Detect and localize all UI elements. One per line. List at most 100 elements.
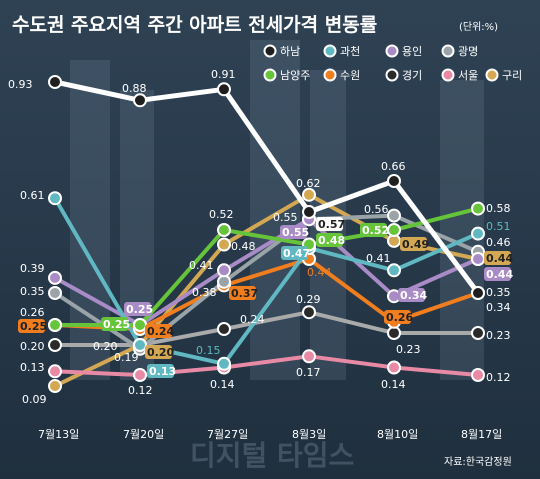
point-yongin-5 (471, 252, 485, 266)
x-tick-label: 8월17일 (461, 427, 502, 441)
data-label: 0.48 (318, 234, 345, 247)
data-label-box (101, 317, 128, 331)
data-label: 0.25 (126, 303, 153, 316)
data-label: 0.37 (231, 287, 258, 300)
data-label: 0.58 (486, 202, 511, 215)
data-label: 0.25 (103, 318, 130, 331)
data-label-box (124, 302, 151, 316)
legend-label-seoul: 서울 (458, 69, 478, 82)
data-label-box (147, 364, 174, 378)
point-gwacheon-4 (387, 263, 401, 278)
data-label-box (384, 310, 411, 324)
data-label: 0.23 (486, 329, 511, 342)
data-label: 0.15 (196, 344, 221, 357)
data-labels: 0.93 0.88 0.91 0.62 0.66 0.61 0.57 0.56 0.58 0.52… (8, 68, 513, 406)
point-namyangju-1 (133, 318, 147, 332)
data-label: 0.34 (486, 301, 511, 314)
point-seoul-4 (387, 360, 401, 375)
data-label: 0.47 (283, 247, 310, 260)
point-gyeonggi-3 (302, 305, 316, 320)
legend-marker-gwacheon (323, 44, 337, 58)
data-label: 0.13 (149, 365, 176, 378)
chart-title: 수도권 주요지역 주간 아파트 전세가격 변동률 (12, 14, 377, 36)
data-label: 0.55 (273, 211, 298, 224)
legend-marker-gyeonggi (385, 68, 399, 82)
point-gyeonggi-5 (471, 326, 485, 340)
point-gwacheon-2 (217, 356, 231, 371)
data-label: 0.20 (147, 346, 174, 359)
series-line-seoul (53, 354, 480, 377)
point-hanam-2 (217, 82, 231, 97)
legend-label-gyeonggi: 경기 (402, 69, 422, 82)
legend-label-namyangju: 남양주 (280, 69, 310, 82)
legend-marker-guri (485, 68, 499, 82)
data-label-box (229, 286, 256, 300)
x-tick-label: 8월3일 (292, 427, 326, 441)
series-line-hanam (52, 79, 481, 296)
data-label: 0.25 (20, 320, 47, 333)
data-label-box (145, 345, 172, 359)
data-label: 0.23 (396, 343, 421, 356)
point-seoul-5 (471, 368, 485, 382)
data-label-box (360, 223, 387, 237)
data-label-box (316, 233, 343, 247)
data-label-box (484, 267, 511, 281)
data-label: 0.48 (231, 240, 256, 253)
data-label: 0.52 (362, 224, 389, 237)
point-gwacheon-1 (133, 338, 147, 352)
watermark: 디지털 타임스 (190, 439, 354, 472)
point-seoul-0 (48, 364, 62, 379)
data-label: 0.26 (386, 311, 413, 324)
data-label: 0.20 (93, 340, 118, 353)
legend-marker-namyangju (263, 68, 277, 82)
x-axis-ticks: 7월13일 7월20일 7월27일 8월3일 8월10일 8월17일 (38, 427, 502, 441)
point-hanam-5 (471, 286, 485, 300)
data-label: 0.26 (20, 306, 45, 319)
data-label: 0.19 (114, 351, 139, 364)
data-label: 0.44 (486, 268, 513, 281)
point-hanam-4 (387, 174, 401, 188)
data-label: 0.52 (209, 208, 234, 221)
legend-marker-seoul (441, 68, 455, 82)
data-label-box (484, 251, 511, 265)
legend-label-hanam: 하남 (280, 44, 300, 58)
x-tick-label: 8월10일 (377, 427, 418, 441)
point-gwacheon-5 (471, 226, 485, 241)
data-label: 0.51 (486, 220, 511, 233)
data-label-box (281, 246, 308, 260)
data-label: 0.62 (296, 177, 321, 190)
data-label-box (145, 324, 172, 338)
point-namyangju-5 (471, 201, 485, 216)
legend-marker-suwon (323, 68, 337, 82)
point-gyeonggi-0 (48, 338, 62, 352)
legend-label-yongin: 용인 (402, 45, 422, 58)
data-label: 0.49 (402, 238, 429, 251)
point-gwangmyeong-0 (48, 286, 62, 300)
data-label: 0.88 (122, 82, 147, 95)
data-label: 0.44 (486, 252, 513, 265)
legend-marker-hanam (263, 44, 277, 58)
data-label: 0.14 (210, 378, 235, 391)
data-label-box (400, 237, 427, 251)
data-label: 0.09 (22, 393, 47, 406)
point-gwangmyeong-2 (217, 274, 231, 289)
point-gwangmyeong-4 (387, 208, 401, 223)
data-label: 0.29 (296, 293, 321, 306)
data-label-box (280, 225, 307, 239)
data-label: 0.46 (486, 236, 511, 249)
point-guri-3 (302, 187, 316, 202)
point-namyangju-0 (48, 318, 62, 332)
legend-marker-gwangmyeong (441, 44, 455, 58)
data-label-box (398, 288, 425, 302)
point-gwacheon-0 (48, 191, 62, 206)
x-tick-label: 7월27일 (207, 427, 248, 441)
data-label: 0.66 (381, 160, 406, 173)
data-label: 0.39 (20, 262, 45, 275)
series-line-gyeonggi (53, 310, 480, 347)
point-hanam-0 (48, 75, 62, 89)
data-label: 0.38 (192, 286, 217, 299)
point-seoul-1 (133, 368, 147, 382)
